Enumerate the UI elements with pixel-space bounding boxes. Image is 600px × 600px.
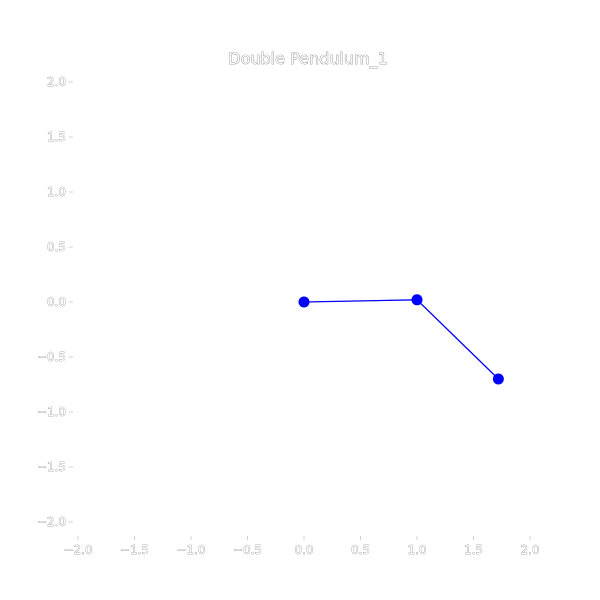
y-tick-label: 1.0 <box>47 185 66 199</box>
y-tick-label: 1.5 <box>47 130 66 144</box>
y-tick-label: −1.5 <box>37 460 66 474</box>
x-axis: −2.0 −1.5 −1.0 −0.5 0.0 0.5 1.0 1.5 2.0 <box>63 536 540 557</box>
pendulum-rod-line <box>303 299 499 380</box>
pendulum-bob-point <box>298 296 310 308</box>
pendulum-bob-point <box>411 294 423 306</box>
plot-series <box>298 294 504 385</box>
y-tick-label: 2.0 <box>47 75 66 89</box>
x-tick-label: 1.0 <box>407 543 426 557</box>
x-tick-label: −0.5 <box>233 543 262 557</box>
y-tick-label: −0.5 <box>37 350 66 364</box>
chart-title: Double Pendulum_1 <box>228 49 388 69</box>
x-tick-label: 1.5 <box>464 543 483 557</box>
y-tick-label: 0.5 <box>47 240 66 254</box>
y-tick-label: −1.0 <box>37 405 66 419</box>
x-tick-label: 0.0 <box>294 543 313 557</box>
y-axis: 2.0 1.5 1.0 0.5 0.0 −0.5 −1.0 −1.5 −2.0 <box>37 75 73 529</box>
x-tick-label: 0.5 <box>351 543 370 557</box>
y-tick-label: −2.0 <box>37 515 66 529</box>
x-tick-label: −1.5 <box>120 543 149 557</box>
y-tick-label: 0.0 <box>47 295 66 309</box>
x-tick-label: 2.0 <box>520 543 539 557</box>
pendulum-bob-point <box>492 373 504 385</box>
x-tick-label: −2.0 <box>63 543 92 557</box>
x-tick-label: −1.0 <box>176 543 205 557</box>
